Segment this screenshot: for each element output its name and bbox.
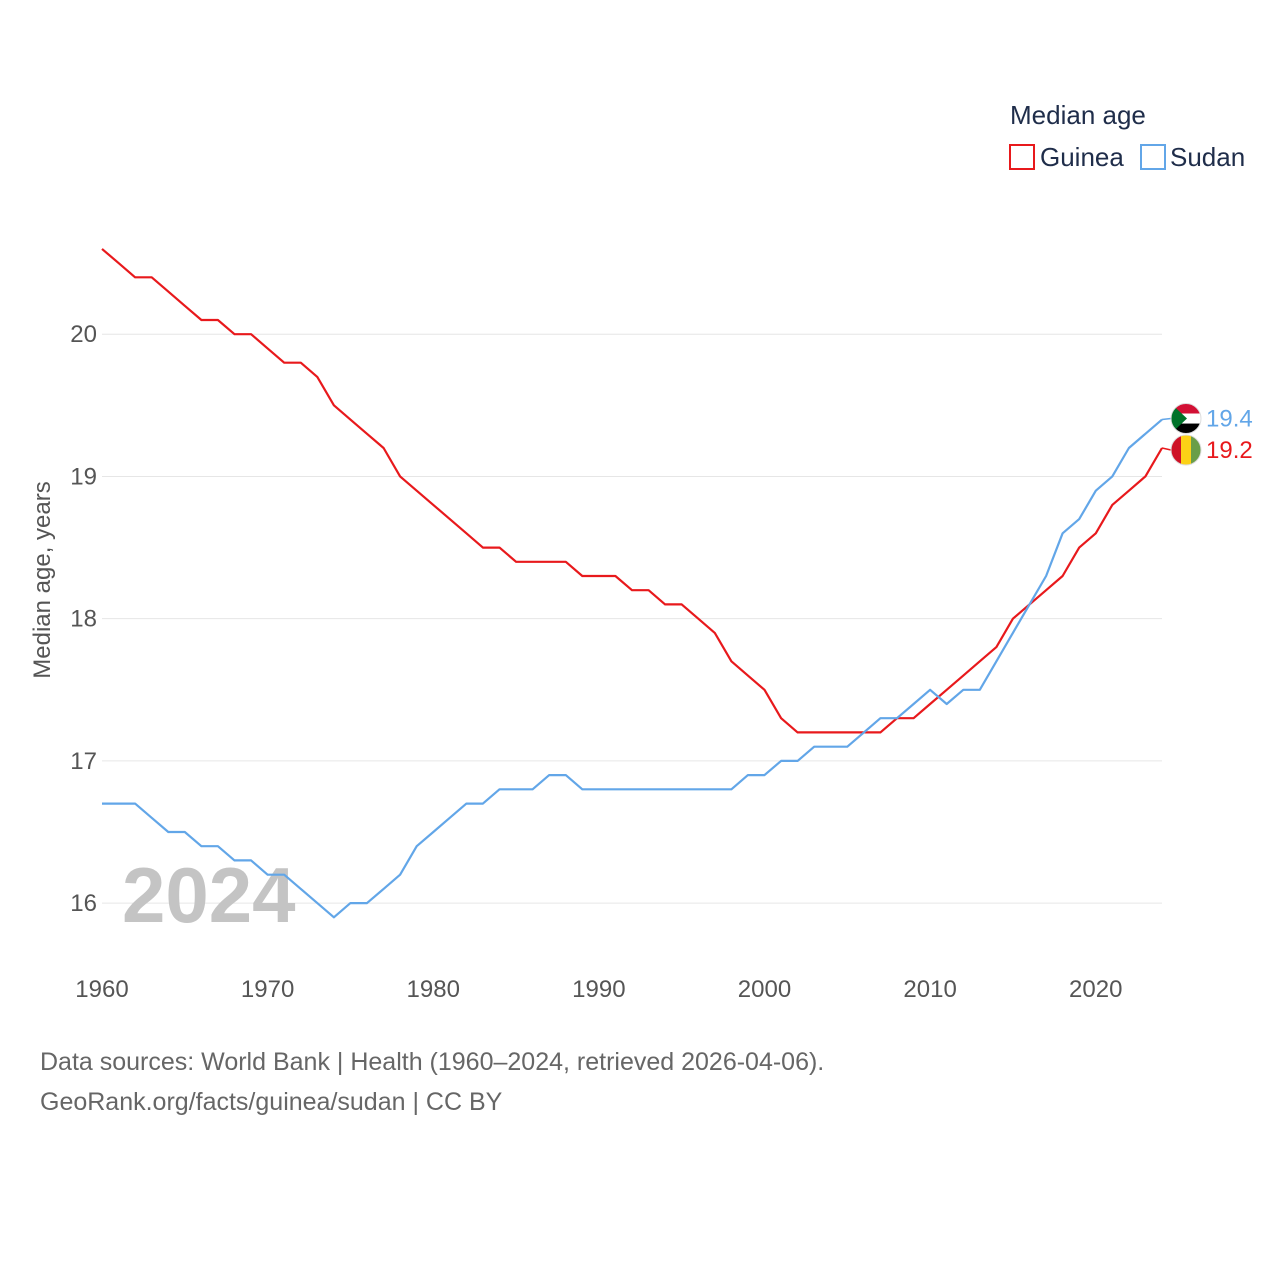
x-tick-label: 2020	[1069, 976, 1122, 1003]
y-tick-label: 17	[70, 748, 97, 775]
legend-label-sudan: Sudan	[1170, 142, 1245, 172]
y-tick-label: 19	[70, 463, 97, 490]
legend-item-sudan[interactable]: Sudan	[1140, 142, 1245, 172]
legend-item-guinea[interactable]: Guinea	[1009, 142, 1124, 172]
x-tick-label: 1990	[572, 976, 625, 1003]
guinea-flag-icon	[1171, 435, 1201, 465]
guinea-flag-ring	[1170, 434, 1202, 466]
source-line: Data sources: World Bank | Health (1960–…	[40, 1048, 825, 1076]
year-watermark: 2024	[122, 851, 296, 939]
series-line-guinea	[101, 248, 1163, 734]
legend: Median age Guinea Sudan	[1009, 100, 1245, 172]
x-axis-ticks: 1960 1970 1980 1990 2000 2010 2020	[75, 976, 1122, 1003]
legend-swatch-guinea	[1009, 144, 1035, 170]
legend-label-guinea: Guinea	[1040, 142, 1124, 172]
guinea-connector	[1161, 447, 1172, 451]
series-line-sudan	[102, 418, 1163, 919]
y-tick-label: 20	[70, 321, 97, 348]
x-tick-label: 1960	[75, 976, 128, 1003]
legend-swatch-sudan	[1140, 144, 1166, 170]
y-tick-label: 16	[70, 890, 97, 917]
series-lines	[101, 248, 1163, 919]
grid-lines	[102, 333, 1162, 904]
x-tick-label: 2010	[903, 976, 956, 1003]
data-source-footer: Data sources: World Bank | Health (1960–…	[40, 1042, 824, 1122]
x-tick-label: 1970	[241, 976, 294, 1003]
legend-title: Median age	[1010, 100, 1146, 130]
y-axis-ticks: 16 17 18 19 20	[70, 321, 97, 917]
sudan-end-value: 19.4	[1206, 406, 1253, 433]
guinea-end-value: 19.2	[1206, 437, 1253, 464]
sudan-flag-ring	[1170, 403, 1202, 435]
sudan-connector	[1161, 417, 1172, 421]
x-tick-label: 1980	[407, 976, 460, 1003]
sudan-flag-icon	[1171, 403, 1201, 434]
attribution-line[interactable]: GeoRank.org/facts/guinea/sudan | CC BY	[40, 1088, 503, 1116]
y-tick-label: 18	[70, 606, 97, 633]
y-axis-label: Median age, years	[29, 481, 56, 678]
x-tick-label: 2000	[738, 976, 791, 1003]
end-markers: 19.4 19.2	[1161, 403, 1253, 466]
